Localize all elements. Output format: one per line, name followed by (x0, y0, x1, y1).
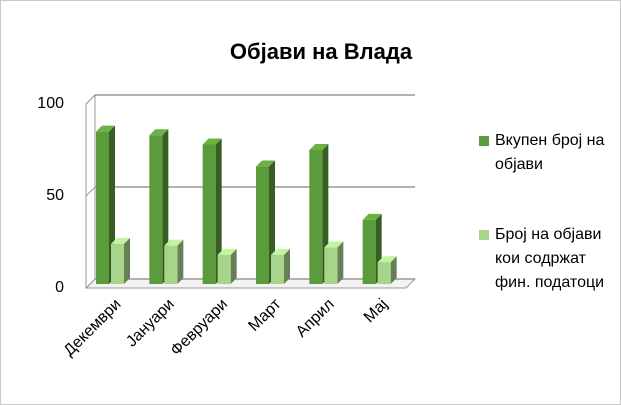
y-tick-label: 0 (55, 279, 64, 296)
bar (271, 254, 284, 284)
bar (377, 262, 391, 284)
legend-label: Вкупен број на објави (495, 132, 605, 173)
bar-side (337, 241, 344, 284)
bar (96, 131, 109, 284)
bar-side (215, 138, 222, 284)
bar (111, 243, 124, 284)
bar (164, 245, 178, 284)
grid-depth (85, 186, 96, 197)
legend-label: Број на објави кои содржат фин. податоци (495, 226, 605, 291)
y-tick-label: 100 (37, 95, 64, 112)
bar (202, 144, 216, 284)
bar-top (271, 248, 290, 255)
x-tick-label: Февруари (168, 296, 232, 360)
y-tick-label: 50 (46, 187, 64, 204)
grid-depth (85, 94, 96, 105)
bar-side (230, 248, 237, 284)
bar (149, 135, 163, 284)
bar-top (362, 213, 382, 220)
legend-item: Број на објави кои содржат фин. податоци (479, 223, 619, 295)
legend-swatch (479, 136, 489, 146)
x-tick-label: Јануари (123, 296, 178, 351)
bar-top (164, 239, 184, 246)
bar-top (309, 144, 329, 150)
bar (324, 247, 338, 284)
x-tick-label: Март (245, 295, 285, 335)
bar-side (284, 248, 290, 284)
bar-top (256, 160, 275, 167)
grid-depth (85, 278, 96, 289)
bar-side (177, 239, 184, 284)
bar-top (217, 248, 237, 255)
bar (309, 150, 323, 284)
bar-top (324, 241, 344, 248)
bar-top (111, 237, 130, 244)
bar-top (202, 138, 222, 145)
bar-top (377, 256, 397, 263)
bar-side (124, 237, 130, 284)
bar (217, 254, 231, 284)
x-tick-label: Декември (61, 296, 125, 360)
bar (256, 166, 269, 284)
bar-top (149, 129, 169, 136)
x-tick-label: Април (293, 296, 338, 341)
legend: Вкупен број на објави Број на објави кои … (479, 129, 619, 341)
chart-title: Објави на Влада (230, 39, 413, 64)
bar-side (390, 256, 397, 284)
x-tick-label: Мај (361, 296, 391, 326)
legend-item: Вкупен број на објави (479, 129, 619, 177)
bar-top (96, 125, 115, 132)
legend-swatch (479, 230, 489, 240)
bar (362, 219, 376, 284)
